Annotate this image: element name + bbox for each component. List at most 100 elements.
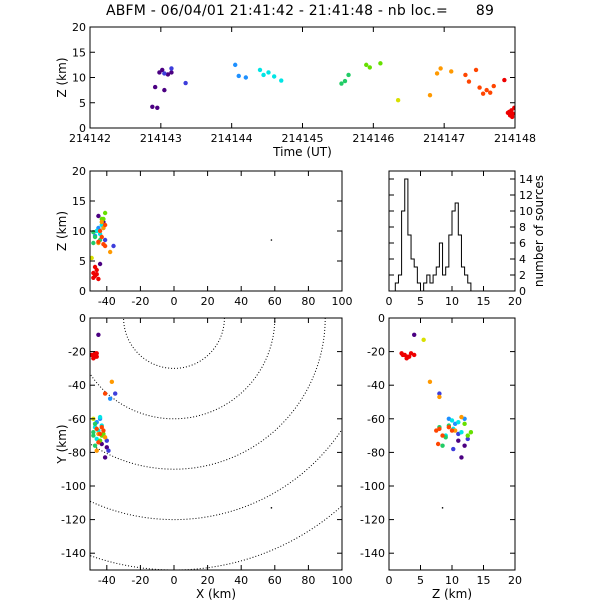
data-point [452, 428, 458, 433]
data-point [437, 391, 442, 396]
x-tick-label: 100 [332, 574, 353, 587]
x-tick-label: 5 [417, 574, 424, 587]
data-point [102, 435, 108, 440]
y-tick-label: 5 [79, 97, 86, 110]
data-point [102, 222, 108, 228]
data-point [270, 507, 273, 509]
y-tick-label: -120 [360, 514, 385, 527]
y-tick-label: -140 [61, 547, 86, 560]
data-point [97, 414, 103, 420]
x-tick-label: 214145 [282, 132, 324, 145]
data-point [406, 354, 412, 359]
data-point [437, 426, 442, 432]
data-point [477, 85, 482, 90]
x-axis-label: Z (km) [432, 587, 472, 600]
data-point [97, 261, 103, 267]
data-point [339, 81, 344, 86]
y-tick-label: 0 [79, 312, 86, 325]
x-tick-label: -40 [98, 574, 116, 587]
data-point [109, 379, 115, 385]
data-point [102, 237, 108, 243]
y-tick-label: -80 [68, 446, 86, 459]
data-point [96, 239, 101, 244]
y-tick-label: 0 [378, 312, 385, 325]
data-point [279, 78, 284, 83]
x-tick-label: 214146 [352, 132, 394, 145]
data-point [271, 74, 277, 79]
y-tick-label: -60 [68, 413, 86, 426]
data-point [92, 443, 98, 448]
x-tick-label: 5 [417, 295, 424, 308]
data-point [459, 455, 464, 460]
axes-frame [89, 170, 343, 292]
data-point [94, 436, 99, 442]
y-tick-label: 14 [519, 173, 533, 186]
y-tick-label: -40 [68, 379, 86, 392]
axes-frame [89, 26, 516, 129]
plot-area [399, 332, 474, 509]
x-axis-label: X (km) [196, 587, 236, 600]
data-point [484, 87, 489, 93]
y-tick-label: 10 [519, 205, 533, 218]
x-tick-label: 10 [445, 295, 459, 308]
data-point [465, 436, 470, 442]
data-point [342, 78, 348, 84]
data-point [101, 428, 106, 433]
data-point [451, 446, 456, 452]
data-point [266, 70, 271, 75]
x-tick-label: 20 [508, 295, 522, 308]
data-point [91, 270, 96, 276]
data-point [491, 83, 496, 89]
x-tick-label: 10 [445, 574, 459, 587]
data-point [92, 234, 98, 240]
data-point [488, 90, 493, 95]
plot-area [90, 318, 342, 570]
y-tick-label: 20 [72, 165, 86, 178]
data-point [97, 228, 103, 234]
data-point [150, 104, 155, 109]
data-point [94, 448, 99, 453]
x-tick-label: 214143 [140, 132, 182, 145]
y-tick-label: -100 [360, 480, 385, 493]
y-axis-label: number of sources [532, 175, 546, 287]
data-point [107, 249, 113, 255]
data-point [155, 105, 160, 111]
data-point [512, 105, 515, 110]
data-point [449, 428, 455, 433]
x-tick-label: -20 [131, 295, 149, 308]
data-point [412, 332, 417, 337]
data-point [462, 443, 467, 448]
data-point [162, 87, 167, 93]
y-axis-label: Z (km) [55, 211, 69, 251]
data-point [96, 332, 101, 337]
x-tick-label: 100 [332, 295, 353, 308]
data-point [412, 352, 417, 358]
data-point [435, 441, 441, 447]
data-point [437, 394, 442, 400]
axes-frame [89, 317, 343, 571]
y-tick-label: -20 [367, 346, 385, 359]
data-point [104, 438, 110, 443]
y-tick-label: 0 [519, 285, 526, 298]
x-tick-label: 214147 [423, 132, 465, 145]
panel-time_height: 214142 214143 214144 214145 214146 214147 2141… [55, 21, 536, 159]
data-point [270, 239, 273, 241]
y-tick-label: 6 [519, 237, 526, 250]
data-point [427, 379, 433, 385]
x-tick-label: 0 [171, 574, 178, 587]
data-point [468, 430, 474, 435]
x-tick-label: 0 [386, 574, 393, 587]
data-point [106, 448, 111, 453]
data-point [94, 426, 99, 432]
data-point [367, 65, 372, 70]
data-point [346, 72, 351, 78]
data-point [160, 67, 165, 73]
histogram-bar [394, 178, 515, 291]
data-point [502, 77, 507, 83]
data-point [243, 75, 249, 80]
data-point [94, 228, 99, 234]
data-point [90, 255, 94, 261]
x-tick-label: 0 [386, 295, 393, 308]
data-point [92, 264, 98, 270]
x-tick-label: 20 [201, 574, 215, 587]
